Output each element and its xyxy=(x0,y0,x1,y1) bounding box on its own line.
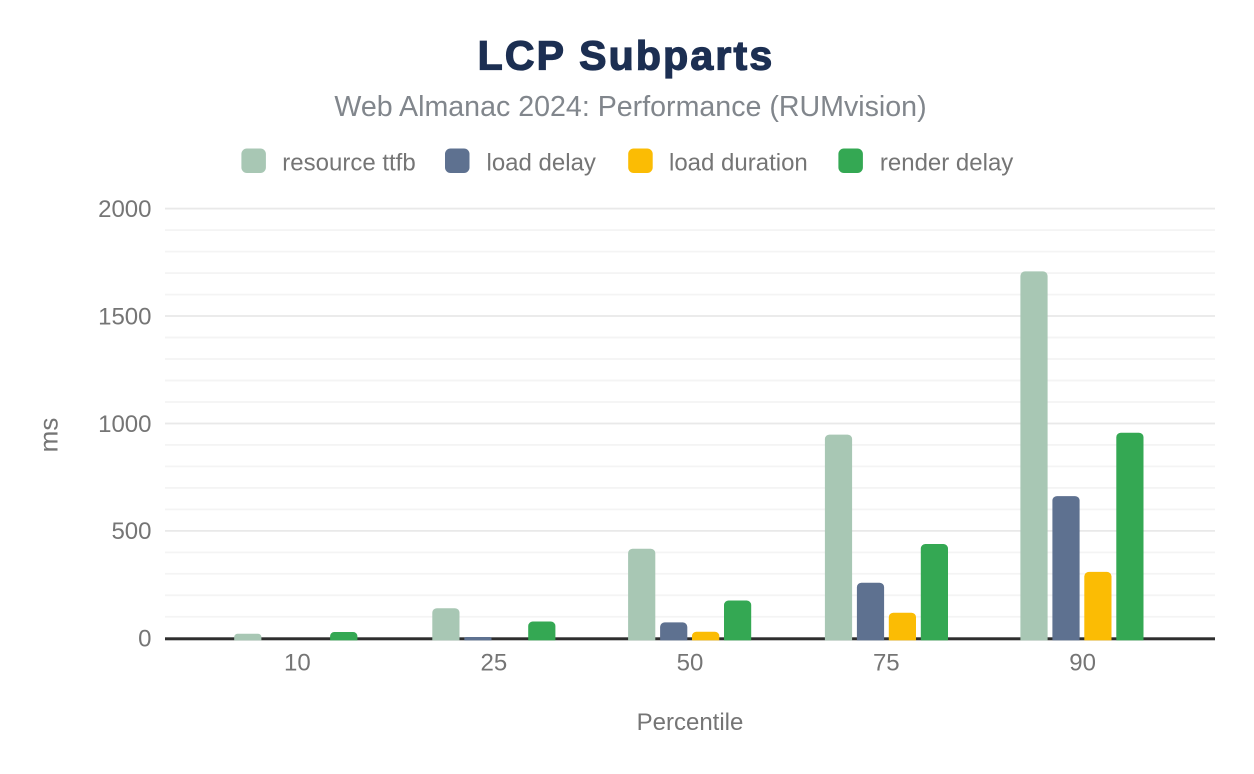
svg-text:0: 0 xyxy=(138,626,151,653)
svg-text:75: 75 xyxy=(873,650,900,677)
svg-text:load delay: load delay xyxy=(487,149,596,176)
svg-text:1500: 1500 xyxy=(98,303,151,330)
svg-text:25: 25 xyxy=(481,650,508,677)
svg-text:load duration: load duration xyxy=(669,149,808,176)
svg-text:2000: 2000 xyxy=(98,196,151,223)
svg-text:ms: ms xyxy=(34,418,64,453)
svg-text:90: 90 xyxy=(1069,650,1096,677)
svg-text:500: 500 xyxy=(111,518,151,545)
svg-text:resource ttfb: resource ttfb xyxy=(282,149,415,176)
svg-text:render delay: render delay xyxy=(880,149,1013,176)
svg-text:10: 10 xyxy=(284,650,311,677)
svg-text:Percentile: Percentile xyxy=(637,709,744,736)
svg-text:50: 50 xyxy=(677,650,704,677)
svg-text:1000: 1000 xyxy=(98,411,151,438)
svg-text:LCP Subparts: LCP Subparts xyxy=(478,33,775,79)
svg-text:Web Almanac 2024: Performance: Web Almanac 2024: Performance (RUMvision… xyxy=(334,91,926,123)
